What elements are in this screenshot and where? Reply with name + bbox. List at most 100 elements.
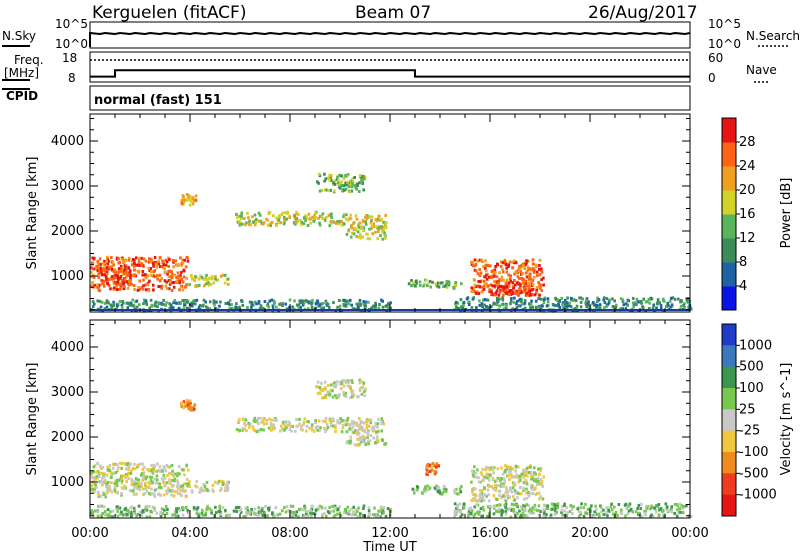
velocity-colorbar-swatch bbox=[722, 494, 736, 517]
velocity-cell bbox=[325, 423, 329, 426]
velocity-cell bbox=[248, 425, 251, 429]
power-cell bbox=[105, 269, 109, 273]
velocity-cell bbox=[178, 492, 181, 496]
velocity-cell bbox=[360, 427, 364, 431]
velocity-cell bbox=[436, 489, 440, 493]
velocity-cell bbox=[612, 512, 615, 516]
power-cell bbox=[107, 259, 110, 263]
velocity-cell bbox=[130, 505, 134, 509]
power-cell bbox=[529, 302, 533, 306]
velocity-cell bbox=[477, 512, 481, 516]
velocity-cell bbox=[531, 506, 535, 510]
velocity-cell bbox=[210, 511, 213, 515]
velocity-cell bbox=[226, 481, 229, 485]
velocity-cell bbox=[253, 511, 256, 515]
velocity-cell bbox=[455, 487, 458, 491]
power-cell bbox=[188, 203, 192, 207]
velocity-cell bbox=[561, 505, 564, 509]
velocity-cell bbox=[535, 479, 538, 483]
power-cell bbox=[679, 299, 683, 303]
power-cell bbox=[307, 212, 311, 216]
velocity-cell bbox=[428, 463, 432, 467]
frequency-line bbox=[90, 69, 690, 78]
power-cell bbox=[333, 182, 337, 186]
velocity-cell bbox=[531, 487, 535, 491]
velocity-cell bbox=[286, 423, 290, 427]
power-cell bbox=[483, 275, 486, 279]
power-cell bbox=[123, 272, 126, 276]
power-cell bbox=[595, 304, 599, 307]
velocity-cell bbox=[247, 421, 250, 425]
power-cell bbox=[241, 303, 245, 307]
velocity-cell bbox=[132, 489, 135, 493]
velocity-cell bbox=[500, 511, 504, 515]
velocity-cell bbox=[373, 513, 377, 517]
power-cell bbox=[129, 275, 132, 279]
velocity-cell bbox=[157, 492, 160, 496]
power-cell bbox=[125, 280, 129, 284]
power-cell bbox=[263, 300, 267, 303]
power-cell bbox=[477, 280, 480, 283]
velocity-cell bbox=[185, 398, 189, 402]
power-cell bbox=[223, 281, 227, 285]
power-cell bbox=[655, 306, 658, 310]
velocity-cell bbox=[508, 486, 512, 490]
power-cell bbox=[152, 264, 155, 268]
power-cell bbox=[283, 211, 287, 215]
velocity-cell bbox=[497, 507, 501, 511]
power-cell bbox=[208, 307, 212, 311]
power-cell bbox=[465, 297, 469, 301]
velocity-cell bbox=[593, 513, 597, 516]
velocity-cell bbox=[326, 510, 330, 514]
power-cell bbox=[271, 309, 274, 313]
velocity-cell bbox=[101, 476, 104, 480]
velocity-cell bbox=[113, 482, 117, 486]
power-cell bbox=[500, 303, 504, 307]
power-cell bbox=[93, 283, 96, 287]
velocity-cell bbox=[220, 487, 223, 490]
power-cell bbox=[492, 269, 495, 273]
power-cell bbox=[501, 261, 505, 265]
velocity-cell bbox=[636, 507, 639, 510]
velocity-cell bbox=[338, 511, 342, 515]
power-cell bbox=[515, 290, 519, 293]
velocity-cell bbox=[494, 488, 497, 492]
power-cell bbox=[375, 225, 379, 229]
velocity-cell bbox=[201, 513, 205, 517]
velocity-cell bbox=[257, 510, 261, 514]
power-cell bbox=[353, 226, 357, 230]
power-cell bbox=[626, 298, 629, 302]
velocity-cell bbox=[324, 394, 328, 398]
x-tick-label: 12:00 bbox=[371, 526, 408, 541]
velocity-cell bbox=[105, 484, 108, 488]
velocity-cell bbox=[344, 423, 348, 427]
velocity-cell bbox=[170, 472, 174, 476]
power-cell bbox=[199, 274, 202, 278]
velocity-cell bbox=[92, 470, 96, 474]
power-cell bbox=[505, 307, 508, 311]
power-cell bbox=[482, 265, 485, 269]
velocity-cell bbox=[134, 477, 138, 481]
power-cell bbox=[529, 293, 533, 297]
velocity-cell bbox=[335, 512, 339, 516]
velocity-cell bbox=[177, 507, 181, 511]
power-cell bbox=[387, 302, 390, 306]
power-cell bbox=[355, 187, 359, 191]
power-cell bbox=[648, 301, 651, 305]
velocity-cell bbox=[324, 430, 327, 434]
power-cell bbox=[535, 288, 538, 292]
velocity-cell bbox=[137, 481, 140, 485]
power-cell bbox=[485, 263, 488, 267]
power-cell bbox=[235, 302, 238, 306]
velocity-cell bbox=[532, 511, 536, 515]
power-cell bbox=[114, 268, 117, 272]
power-cell bbox=[521, 271, 524, 275]
power-cell bbox=[410, 284, 413, 288]
velocity-cell bbox=[155, 511, 159, 515]
velocity-y-axis-label: Slant Range [km] bbox=[25, 363, 40, 476]
velocity-cell bbox=[582, 514, 586, 518]
velocity-cell bbox=[218, 509, 221, 513]
velocity-cell bbox=[356, 429, 359, 432]
velocity-cell bbox=[265, 515, 268, 519]
power-cell bbox=[518, 287, 521, 291]
